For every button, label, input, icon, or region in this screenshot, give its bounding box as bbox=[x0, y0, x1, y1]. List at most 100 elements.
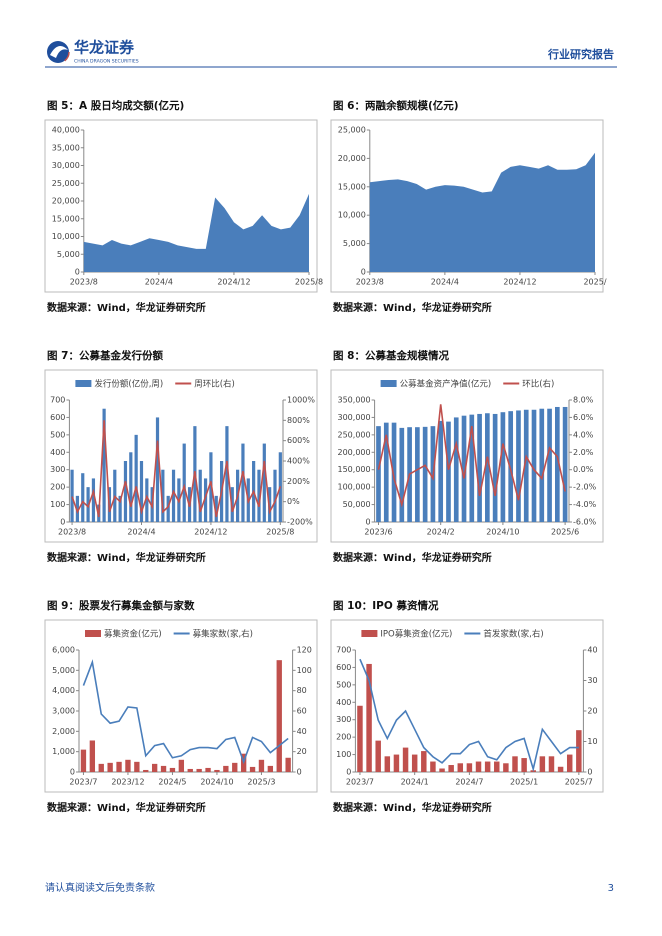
disclaimer: 请认真阅读文后免责条款 bbox=[45, 881, 155, 894]
chart: 0 100 200 300 400 500 600 700 -200% 0% 200% 400% 600… bbox=[44, 369, 318, 543]
bar bbox=[508, 411, 514, 522]
bar bbox=[129, 452, 133, 522]
y-tick-label: 10,000 bbox=[338, 211, 366, 220]
y-tick-label: 0 bbox=[70, 768, 75, 777]
x-tick-label: 2025/ bbox=[583, 278, 606, 287]
line bbox=[82, 659, 289, 765]
y-tick-label: 0 bbox=[361, 268, 366, 277]
y-tick-label: 50,000 bbox=[343, 500, 371, 509]
chart: 0 5,000 10,000 15,000 20,000 25,000 2023/8 2024… bbox=[330, 119, 607, 293]
bar bbox=[539, 408, 545, 522]
bar bbox=[166, 495, 170, 522]
y2-tick-label: 0 bbox=[297, 768, 302, 777]
y-tick-label: 20,000 bbox=[52, 197, 80, 206]
y2-tick-label: 0% bbox=[287, 497, 300, 506]
chart-source: 数据来源：Wind，华龙证券研究所 bbox=[333, 301, 492, 314]
y-tick-label: 5,000 bbox=[57, 250, 80, 259]
y-tick-label: 35,000 bbox=[52, 143, 80, 152]
bar bbox=[576, 730, 582, 772]
bar bbox=[267, 765, 274, 772]
bar bbox=[523, 409, 529, 522]
bar bbox=[402, 747, 409, 772]
bar bbox=[123, 461, 128, 522]
line bbox=[359, 658, 579, 773]
logo-subtext: CHINA DRAGON SECURITIES bbox=[74, 59, 139, 65]
bar bbox=[448, 765, 454, 772]
y-tick-label: 600 bbox=[336, 663, 351, 672]
y2-tick-label: 1000% bbox=[287, 396, 315, 405]
bar bbox=[134, 761, 140, 772]
bar bbox=[134, 434, 138, 522]
y-tick-label: 10,000 bbox=[52, 232, 80, 241]
bar bbox=[357, 705, 363, 772]
bar bbox=[383, 422, 389, 522]
bar bbox=[169, 767, 176, 772]
y2-tick-label: 200% bbox=[287, 477, 310, 486]
x-tick-label: 2024/12 bbox=[217, 278, 250, 287]
bar bbox=[391, 422, 397, 522]
bar bbox=[203, 478, 208, 522]
y-tick-label: 5,000 bbox=[343, 239, 366, 248]
legend-label: IPO募集资金(亿元) bbox=[380, 629, 452, 640]
y-tick-label: 400 bbox=[50, 448, 65, 457]
y-tick-label: 500 bbox=[50, 430, 65, 439]
bar bbox=[107, 762, 113, 772]
legend-label: 发行份额(亿份,周) bbox=[94, 379, 163, 390]
x-tick-label: 2023/6 bbox=[364, 528, 392, 537]
bar bbox=[205, 767, 211, 772]
bar bbox=[249, 766, 256, 772]
bar bbox=[91, 478, 96, 522]
bar bbox=[516, 410, 521, 522]
bar bbox=[547, 408, 552, 522]
bar bbox=[214, 769, 220, 772]
y-tick-label: 2,000 bbox=[52, 727, 75, 736]
bar bbox=[384, 756, 391, 772]
bar bbox=[469, 414, 475, 522]
y-tick-label: 350,000 bbox=[338, 396, 371, 405]
y-tick-label: 250,000 bbox=[338, 430, 371, 439]
legend-label: 募集资金(亿元) bbox=[104, 629, 162, 640]
bar bbox=[258, 759, 265, 772]
y2-tick-label: -4.0% bbox=[573, 500, 597, 509]
x-tick-label: 2024/5 bbox=[158, 778, 186, 787]
x-tick-label: 2024/12 bbox=[503, 278, 536, 287]
bar bbox=[399, 427, 405, 522]
bar bbox=[182, 443, 186, 522]
bar bbox=[223, 765, 229, 772]
y-tick-label: 40,000 bbox=[52, 126, 80, 135]
chart-title: 图 5：A 股日均成交额(亿元) bbox=[47, 99, 184, 112]
y2-tick-label: -6.0% bbox=[573, 518, 597, 527]
bar bbox=[98, 763, 104, 772]
bar bbox=[503, 763, 509, 772]
y-tick-label: 700 bbox=[336, 646, 351, 655]
y2-tick-label: 20 bbox=[297, 747, 307, 756]
chart-title: 图 6：两融余额规模(亿元) bbox=[333, 99, 459, 112]
x-tick-label: 2025/3 bbox=[247, 778, 275, 787]
x-tick-label: 2024/1 bbox=[401, 778, 429, 787]
legend-label: 公募基金资产净值(亿元) bbox=[400, 379, 492, 390]
bar bbox=[485, 413, 490, 522]
bar bbox=[145, 478, 149, 522]
bar bbox=[376, 426, 381, 522]
bar bbox=[494, 761, 500, 772]
bar bbox=[415, 427, 420, 522]
legend-swatch bbox=[85, 630, 101, 637]
bar bbox=[562, 406, 568, 522]
x-tick-label: 2023/8 bbox=[70, 278, 98, 287]
x-tick-label: 2023/7 bbox=[69, 778, 97, 787]
legend-swatch bbox=[380, 380, 397, 387]
x-tick-label: 2025/8 bbox=[295, 278, 323, 287]
bar bbox=[430, 761, 436, 772]
chart-title: 图 7：公募基金发行份额 bbox=[47, 349, 163, 362]
bar bbox=[102, 408, 106, 522]
x-tick-label: 2024/7 bbox=[455, 778, 483, 787]
report-type: 行业研究报告 bbox=[547, 47, 614, 61]
x-tick-label: 2025/1 bbox=[510, 778, 538, 787]
bar bbox=[557, 766, 564, 772]
y2-tick-label: 40 bbox=[587, 646, 597, 655]
chart-title: 图 10：IPO 募资情况 bbox=[333, 599, 439, 612]
bar bbox=[81, 473, 85, 522]
bar bbox=[453, 417, 459, 522]
bar bbox=[461, 415, 467, 522]
